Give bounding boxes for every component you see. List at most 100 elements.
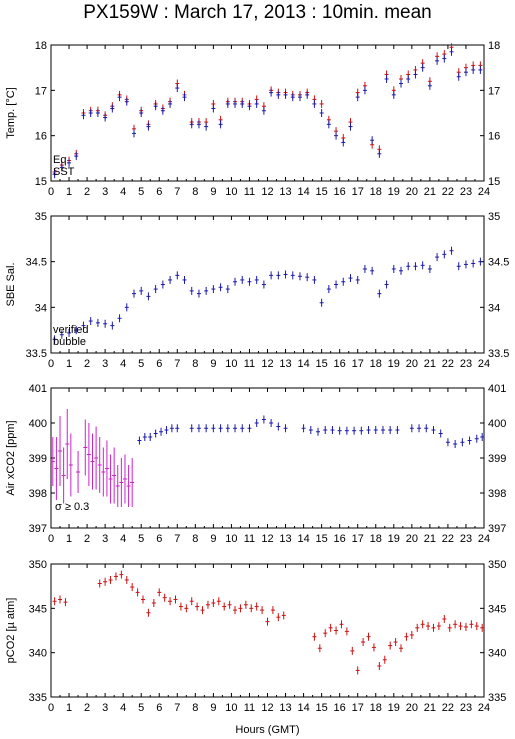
x-tick-label: 22 [442, 533, 454, 545]
data-point [52, 170, 57, 179]
x-tick-label: 9 [210, 358, 216, 370]
data-point [431, 426, 436, 434]
x-tick-label: 16 [334, 358, 346, 370]
x-tick-label: 4 [120, 702, 126, 714]
data-point [225, 99, 230, 108]
data-point [169, 424, 174, 433]
data-point [337, 426, 342, 435]
x-tick-label: 0 [48, 186, 54, 198]
data-point [182, 275, 187, 284]
data-point [261, 415, 266, 424]
data-point [339, 620, 344, 629]
x-tick-label: 12 [261, 186, 273, 198]
data-point [463, 260, 468, 269]
data-point [427, 264, 432, 273]
y-tick-label: 345 [29, 603, 47, 615]
data-point [124, 303, 129, 312]
x-tick-label: 20 [406, 186, 418, 198]
x-tick-label: 8 [192, 533, 198, 545]
y-tick-label-right: 18 [488, 40, 500, 52]
data-point [233, 99, 238, 108]
data-point [348, 122, 353, 131]
x-tick-label: 10 [225, 186, 237, 198]
data-point [146, 122, 151, 131]
data-point [67, 328, 72, 337]
data-point [435, 253, 440, 262]
data-point [52, 335, 57, 344]
data-point [182, 93, 187, 102]
data-point [112, 447, 117, 504]
data-point [204, 122, 209, 131]
data-point [467, 436, 472, 445]
data-point [370, 136, 375, 145]
data-point [233, 424, 238, 433]
data-point [58, 416, 63, 486]
x-tick-label: 14 [297, 358, 309, 370]
x-tick-label: 23 [460, 186, 472, 198]
y-tick-label: 35 [35, 211, 47, 223]
x-tick-label: 2 [84, 533, 90, 545]
x-tick-label: 6 [156, 186, 162, 198]
x-tick-label: 17 [352, 533, 364, 545]
data-point [447, 623, 452, 632]
data-point [146, 292, 151, 301]
data-point [247, 102, 252, 111]
x-tick-label: 21 [424, 702, 436, 714]
data-point [471, 65, 476, 74]
y-tick-label: 34.5 [26, 257, 47, 269]
x-tick-label: 5 [138, 533, 144, 545]
y-tick-label-right: 350 [488, 559, 506, 571]
data-point [196, 289, 201, 298]
data-point [480, 623, 485, 632]
y-tick-label-right: 33.5 [488, 348, 509, 360]
data-point [442, 250, 447, 259]
y-tick-label: 33.5 [26, 348, 47, 360]
data-point [189, 424, 194, 433]
data-point [308, 426, 313, 434]
data-point [94, 426, 99, 490]
data-point [216, 597, 221, 606]
x-tick-label: 10 [225, 533, 237, 545]
y-tick-label-right: 340 [488, 648, 506, 660]
data-point [131, 129, 136, 138]
x-tick-label: 6 [156, 358, 162, 370]
data-point [95, 109, 100, 117]
x-tick-label: 1 [66, 358, 72, 370]
x-tick-label: 5 [138, 358, 144, 370]
x-tick-label: 19 [388, 702, 400, 714]
data-point [344, 627, 349, 636]
data-point [233, 277, 238, 286]
data-point [113, 572, 118, 581]
data-point [58, 595, 63, 604]
data-point [463, 68, 468, 77]
x-tick-label: 19 [388, 358, 400, 370]
y-tick-label-right: 15 [488, 176, 500, 188]
data-point [377, 149, 382, 158]
data-point [312, 632, 317, 641]
x-tick-label: 19 [388, 186, 400, 198]
data-point [334, 280, 339, 289]
data-point [371, 643, 376, 652]
data-point [312, 275, 317, 284]
y-tick-label: 15 [35, 176, 47, 188]
data-point [436, 622, 441, 631]
data-point [445, 438, 450, 447]
data-point [54, 437, 59, 500]
data-point [76, 451, 81, 493]
x-tick-label: 7 [174, 702, 180, 714]
y-tick-label-right: 34 [488, 302, 500, 314]
data-point [196, 424, 201, 433]
x-tick-label: 15 [316, 702, 328, 714]
data-point [162, 593, 167, 602]
data-point [370, 266, 375, 275]
data-point [301, 424, 306, 433]
data-point [59, 330, 64, 339]
y-tick-label-right: 335 [488, 692, 506, 704]
data-point [130, 583, 135, 592]
x-tick-label: 24 [478, 186, 490, 198]
y-tick-label: 16 [35, 131, 47, 143]
data-point [81, 321, 86, 330]
data-point [139, 109, 144, 117]
data-point [355, 93, 360, 102]
